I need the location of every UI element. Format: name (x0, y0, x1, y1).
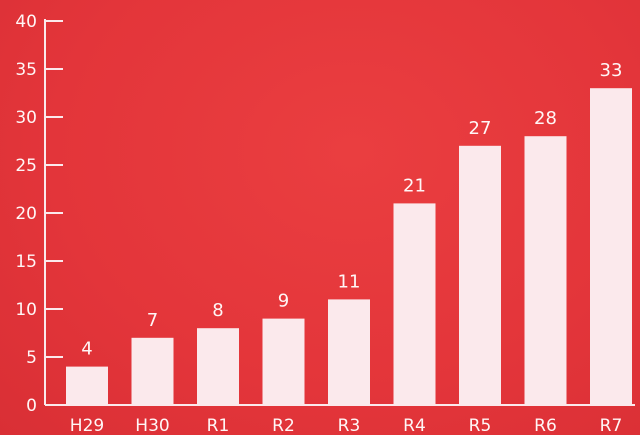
bars-group (66, 88, 632, 406)
y-tick-label: 20 (15, 204, 37, 224)
x-tick-label: H29 (70, 416, 104, 435)
x-tick-label: H30 (135, 416, 169, 435)
x-tick-label: R2 (272, 416, 295, 435)
y-tick-label: 10 (15, 300, 37, 320)
bar-r6 (524, 136, 567, 405)
x-tick-label: R7 (600, 416, 623, 435)
data-label: 8 (212, 300, 223, 321)
data-label: 33 (600, 60, 623, 81)
bar-r3 (328, 299, 370, 405)
y-tick-label: 25 (15, 156, 37, 176)
y-tick-label: 15 (15, 252, 37, 272)
bar-r4 (393, 203, 436, 405)
labels-group: 4 H29 7 H30 8 R1 9 R2 11 R3 21 R4 27 R5 28 R6 33 R7 (70, 60, 623, 435)
x-tick-label: R3 (338, 416, 361, 435)
x-tick-label: R1 (207, 416, 230, 435)
y-tick-label: 35 (15, 60, 37, 80)
bar-h30 (131, 337, 174, 405)
x-tick-label: R6 (534, 416, 557, 435)
data-label: 27 (469, 118, 492, 139)
data-label: 7 (147, 310, 158, 331)
y-tick-label: 5 (26, 348, 37, 368)
x-tick-label: R4 (403, 416, 426, 435)
x-tick-label: R5 (469, 416, 492, 435)
bar-r2 (262, 318, 305, 405)
y-tick-label: 30 (15, 108, 37, 128)
data-label: 28 (534, 108, 557, 129)
data-label: 4 (81, 339, 92, 360)
y-tick-label: 40 (15, 12, 37, 32)
bar-r1 (197, 328, 239, 405)
bar-r5 (459, 145, 501, 406)
data-label: 21 (403, 175, 426, 196)
data-label: 9 (278, 291, 289, 312)
bar-r7 (590, 88, 632, 405)
y-tick-label: 0 (26, 396, 37, 416)
bar-h29 (66, 366, 108, 405)
data-label: 11 (338, 271, 361, 292)
